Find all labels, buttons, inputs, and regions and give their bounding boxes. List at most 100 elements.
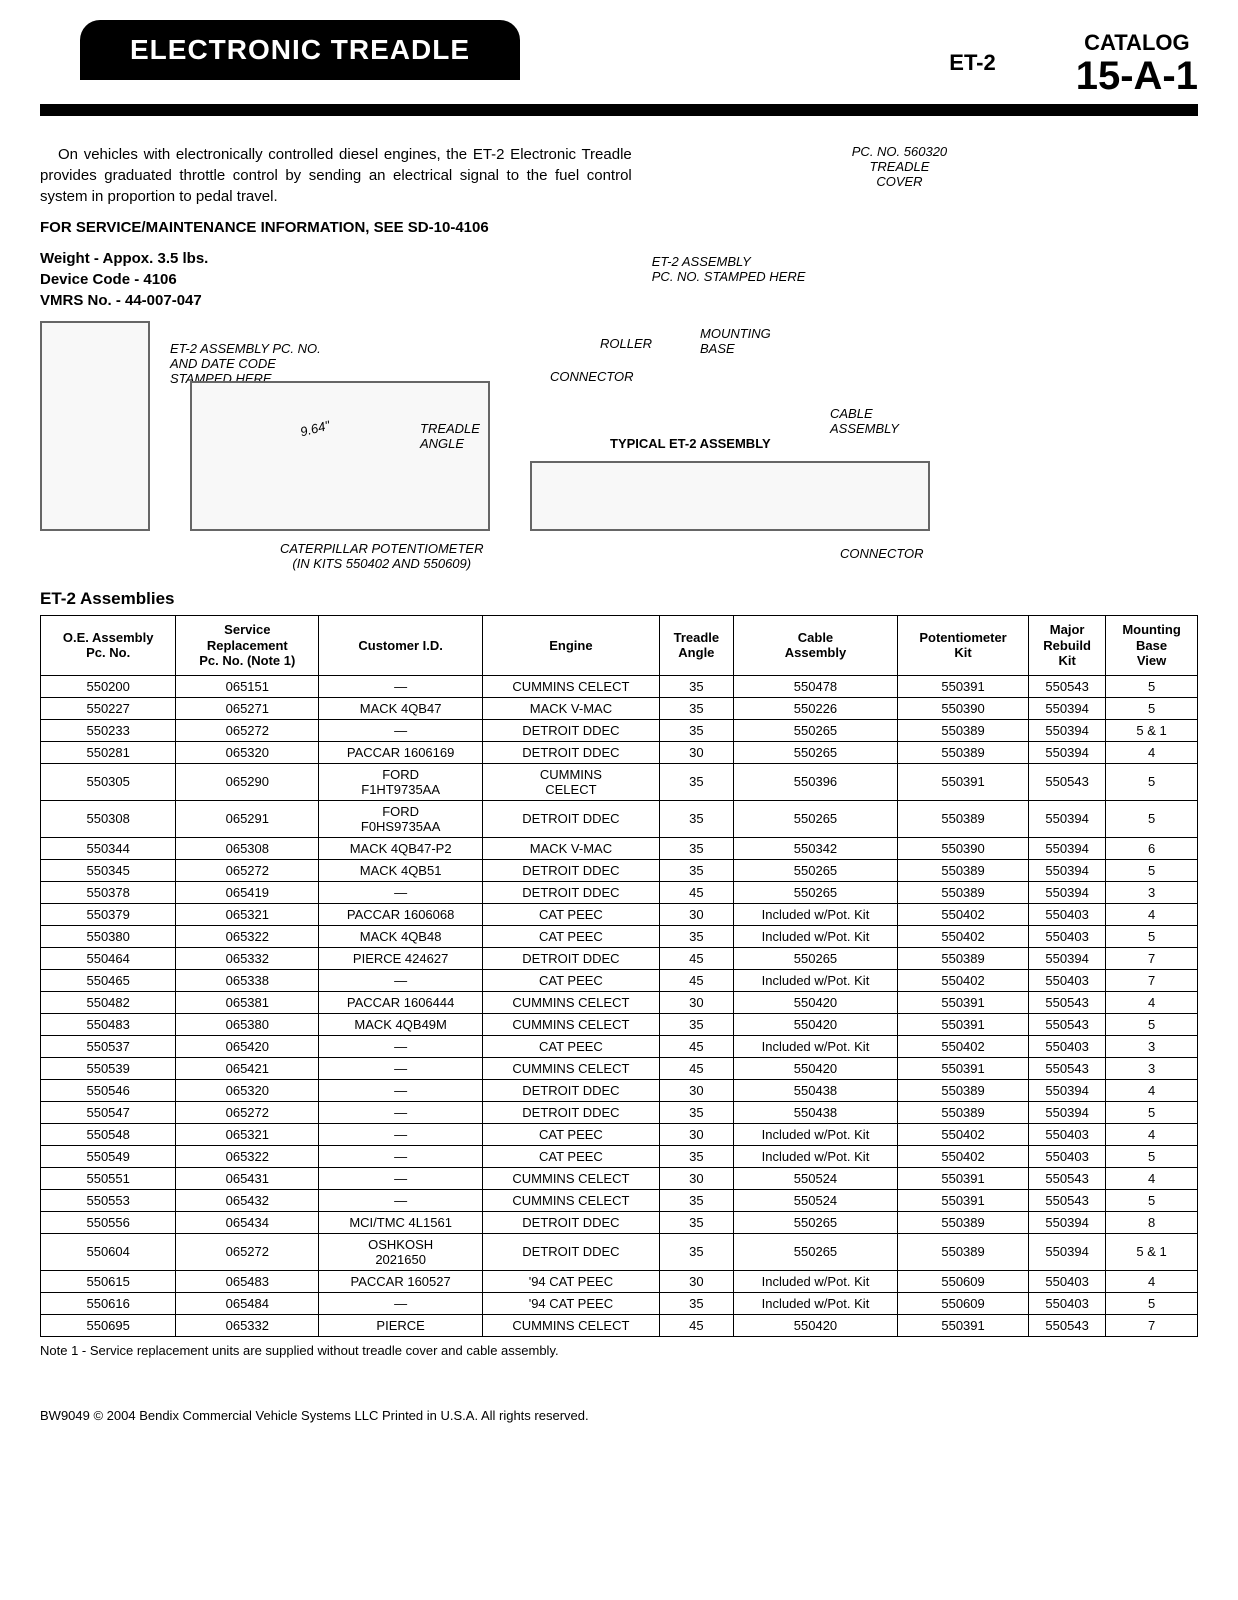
table-cell: 065432 xyxy=(176,1189,319,1211)
table-cell: FORD F0HS9735AA xyxy=(319,800,483,837)
table-cell: 550543 xyxy=(1029,1314,1106,1336)
table-cell: MACK 4QB48 xyxy=(319,925,483,947)
model-label: ET-2 xyxy=(949,50,995,76)
table-cell: 35 xyxy=(659,719,733,741)
table-row: 550695065332PIERCECUMMINS CELECT45550420… xyxy=(41,1314,1198,1336)
diagram-right: PC. NO. 560320 TREADLE COVER ET-2 ASSEMB… xyxy=(652,144,1198,294)
table-cell: 550537 xyxy=(41,1035,176,1057)
table-cell: 4 xyxy=(1106,741,1198,763)
table-cell: 550420 xyxy=(733,1057,897,1079)
table-cell: 550403 xyxy=(1029,1292,1106,1314)
intro-paragraph: On vehicles with electronically controll… xyxy=(40,144,632,207)
table-cell: 065322 xyxy=(176,1145,319,1167)
table-cell: MACK 4QB47 xyxy=(319,697,483,719)
table-cell: 550420 xyxy=(733,1314,897,1336)
table-cell: 550391 xyxy=(898,1057,1029,1079)
table-cell: 065431 xyxy=(176,1167,319,1189)
table-row: 550604065272OSHKOSH 2021650DETROIT DDEC3… xyxy=(41,1233,1198,1270)
table-cell: 065272 xyxy=(176,719,319,741)
table-cell: 7 xyxy=(1106,969,1198,991)
table-cell: DETROIT DDEC xyxy=(483,1101,660,1123)
table-cell: 30 xyxy=(659,1167,733,1189)
label-left-stamp: ET-2 ASSEMBLY PC. NO. AND DATE CODE STAM… xyxy=(170,341,321,386)
table-cell: 5 xyxy=(1106,800,1198,837)
spec-device-code: Device Code - 4106 xyxy=(40,269,632,290)
table-cell: CAT PEEC xyxy=(483,1145,660,1167)
table-cell: 065290 xyxy=(176,763,319,800)
table-cell: 5 xyxy=(1106,1292,1198,1314)
table-row: 550380065322MACK 4QB48CAT PEEC35Included… xyxy=(41,925,1198,947)
spec-weight: Weight - Appox. 3.5 lbs. xyxy=(40,248,632,269)
table-cell: PACCAR 1606444 xyxy=(319,991,483,1013)
table-cell: 550465 xyxy=(41,969,176,991)
table-cell: Included w/Pot. Kit xyxy=(733,1145,897,1167)
table-cell: 550543 xyxy=(1029,1167,1106,1189)
table-cell: '94 CAT PEEC xyxy=(483,1292,660,1314)
table-cell: 3 xyxy=(1106,1035,1198,1057)
table-cell: 30 xyxy=(659,1123,733,1145)
table-cell: 550394 xyxy=(1029,741,1106,763)
table-cell: 550389 xyxy=(898,800,1029,837)
table-row: 550379065321PACCAR 1606068CAT PEEC30Incl… xyxy=(41,903,1198,925)
table-cell: — xyxy=(319,1035,483,1057)
table-cell: 550233 xyxy=(41,719,176,741)
table-cell: 7 xyxy=(1106,1314,1198,1336)
table-cell: 5 xyxy=(1106,675,1198,697)
table-cell: — xyxy=(319,1079,483,1101)
table-cell: 550378 xyxy=(41,881,176,903)
table-col-4: Treadle Angle xyxy=(659,616,733,676)
table-cell: DETROIT DDEC xyxy=(483,1211,660,1233)
header-right: ET-2 CATALOG 15-A-1 xyxy=(949,20,1198,96)
table-row: 550553065432—CUMMINS CELECT3555052455039… xyxy=(41,1189,1198,1211)
catalog-label: CATALOG xyxy=(1076,30,1198,56)
intro-text: On vehicles with electronically controll… xyxy=(40,144,632,311)
table-cell: Included w/Pot. Kit xyxy=(733,1270,897,1292)
table-cell: 550402 xyxy=(898,925,1029,947)
table-cell: 35 xyxy=(659,1101,733,1123)
table-row: 550556065434MCI/TMC 4L1561DETROIT DDEC35… xyxy=(41,1211,1198,1233)
table-col-5: Cable Assembly xyxy=(733,616,897,676)
table-cell: 065272 xyxy=(176,1101,319,1123)
table-cell: 550543 xyxy=(1029,991,1106,1013)
table-cell: 065332 xyxy=(176,1314,319,1336)
table-cell: 550265 xyxy=(733,741,897,763)
table-cell: 550390 xyxy=(898,837,1029,859)
table-cell: 550394 xyxy=(1029,947,1106,969)
table-cell: 550403 xyxy=(1029,1145,1106,1167)
assemblies-table: O.E. Assembly Pc. No.Service Replacement… xyxy=(40,615,1198,1337)
table-cell: 3 xyxy=(1106,1057,1198,1079)
table-cell: Included w/Pot. Kit xyxy=(733,1035,897,1057)
table-cell: 550438 xyxy=(733,1101,897,1123)
table-cell: 4 xyxy=(1106,1270,1198,1292)
table-cell: 45 xyxy=(659,1314,733,1336)
table-cell: 065320 xyxy=(176,1079,319,1101)
table-cell: 550389 xyxy=(898,1079,1029,1101)
table-cell: 550342 xyxy=(733,837,897,859)
table-cell: 4 xyxy=(1106,903,1198,925)
page-header: ELECTRONIC TREADLE ET-2 CATALOG 15-A-1 xyxy=(40,20,1198,96)
table-cell: 35 xyxy=(659,800,733,837)
table-cell: 550265 xyxy=(733,947,897,969)
table-cell: — xyxy=(319,1123,483,1145)
table-cell: 550543 xyxy=(1029,675,1106,697)
table-cell: 550394 xyxy=(1029,800,1106,837)
table-cell: 550394 xyxy=(1029,859,1106,881)
table-row: 550227065271MACK 4QB47MACK V-MAC35550226… xyxy=(41,697,1198,719)
table-cell: 550553 xyxy=(41,1189,176,1211)
table-cell: 065484 xyxy=(176,1292,319,1314)
table-cell: — xyxy=(319,719,483,741)
table-cell: 30 xyxy=(659,741,733,763)
table-cell: 550483 xyxy=(41,1013,176,1035)
table-cell: DETROIT DDEC xyxy=(483,741,660,763)
table-cell: 550609 xyxy=(898,1292,1029,1314)
table-cell: CUMMINS CELECT xyxy=(483,1189,660,1211)
table-cell: 45 xyxy=(659,1035,733,1057)
page-footer: BW9049 © 2004 Bendix Commercial Vehicle … xyxy=(40,1408,1198,1423)
table-cell: 550389 xyxy=(898,859,1029,881)
table-header-row: O.E. Assembly Pc. No.Service Replacement… xyxy=(41,616,1198,676)
table-cell: 550482 xyxy=(41,991,176,1013)
table-cell: Included w/Pot. Kit xyxy=(733,969,897,991)
table-cell: 30 xyxy=(659,1079,733,1101)
table-cell: 30 xyxy=(659,903,733,925)
table-row: 550616065484—'94 CAT PEEC35Included w/Po… xyxy=(41,1292,1198,1314)
